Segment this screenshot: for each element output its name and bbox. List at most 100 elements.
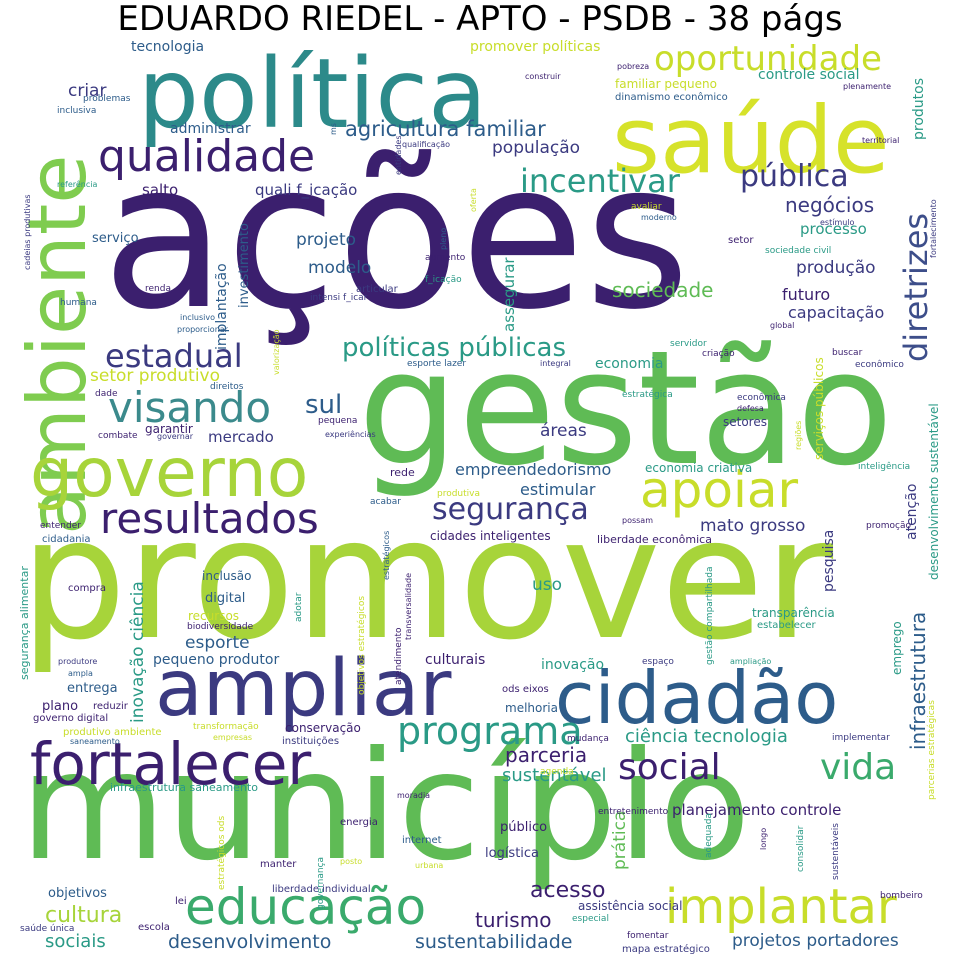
- word-populacao: população: [492, 138, 581, 158]
- word-negocios: negócios: [785, 193, 875, 217]
- word-publica: pública: [740, 159, 849, 194]
- word-parceria: parceria: [505, 743, 588, 767]
- word-pequena: pequena: [318, 416, 358, 426]
- word-seguranca: segurança: [432, 492, 589, 527]
- word-apoiar: apoiar: [640, 461, 799, 519]
- word-plano: plano: [42, 699, 79, 714]
- word-visando: visando: [108, 383, 272, 432]
- word-assegurar: assegurar: [500, 257, 518, 332]
- word-inovacao-ciencia: inovação ciência: [128, 581, 148, 723]
- word-ciencia-tecnologia: ciência tecnologia: [625, 726, 788, 747]
- word-esporte: esporte: [185, 633, 250, 653]
- word-articular: articular: [356, 284, 398, 295]
- word-melhoria: melhoria: [505, 701, 558, 715]
- word-pequeno-produtor: pequeno produtor: [153, 652, 280, 668]
- word-acesso: acesso: [530, 878, 606, 903]
- word-setor: setor: [728, 235, 754, 246]
- word-cadeias-produtivas: cadeias produtivas: [23, 194, 32, 270]
- word-governanca: governança: [316, 856, 326, 910]
- word-estimular: estimular: [520, 480, 596, 499]
- word-quali-ficacao: quali f_icação: [255, 181, 358, 199]
- word-ampla: ampla: [68, 669, 93, 678]
- word-investimento: investimento: [237, 223, 252, 308]
- word-servico: serviço: [92, 231, 139, 246]
- word-intensi-ficar: intensi f_icar: [310, 293, 368, 303]
- word-sociedade: sociedade: [612, 278, 714, 302]
- word-transparencia: transparência: [752, 606, 835, 620]
- word-produtiva: produtiva: [437, 489, 481, 499]
- word-acoes: ações: [102, 118, 690, 354]
- word-sustentaveis: sustentáveis: [831, 823, 841, 880]
- word-seguranca-alimentar: segurança alimentar: [18, 566, 31, 680]
- word-uso: uso: [532, 575, 563, 595]
- word-experiencias: experiências: [325, 430, 376, 439]
- word-governo-digital: governo digital: [33, 713, 109, 724]
- word-economico: econômico: [855, 360, 904, 370]
- word-parcerias-estrategicas: parcerias estratégicas: [927, 700, 937, 800]
- word-promocao: promoção: [866, 521, 911, 531]
- word-projetos-portadores: projetos portadores: [732, 931, 899, 951]
- word-publico: público: [500, 820, 548, 835]
- word-turismo: turismo: [475, 908, 552, 932]
- word-politicas-publicas: políticas públicas: [342, 333, 567, 363]
- word-desenvolvimento: desenvolvimento: [168, 931, 332, 953]
- word-servicos-publicos: serviços públicos: [812, 357, 826, 460]
- word-conservacao: conservação: [285, 721, 361, 735]
- word-problemas: problemas: [83, 94, 131, 104]
- word-territorial: territorial: [862, 136, 900, 145]
- word-referencia: referência: [57, 180, 98, 189]
- word-dade: dade: [95, 389, 118, 399]
- word-pesquisa: pesquisa: [821, 529, 837, 592]
- word-mercado: mercado: [208, 428, 274, 446]
- word-cidadania: cidadania: [42, 534, 91, 545]
- word-capacitacao: capacitação: [788, 303, 885, 322]
- word-bombeiro: bombeiro: [880, 891, 923, 901]
- word-qualificacao: qualificação: [402, 140, 451, 149]
- word-entretenimento: entretenimento: [598, 807, 669, 817]
- word-sustentavel: sustentável: [502, 765, 607, 786]
- word-produtore: produtore: [58, 657, 98, 666]
- word-reduzir: reduzir: [93, 701, 128, 712]
- word-infraestrutura-saneamento: infraestrutura saneamento: [110, 781, 258, 794]
- word-cloud: ações promover município gestão política…: [0, 40, 960, 960]
- word-posto: posto: [340, 857, 363, 866]
- word-educacao: educação: [185, 878, 427, 936]
- word-logistica: logística: [485, 846, 540, 861]
- word-qualidade: qualidade: [98, 131, 316, 182]
- word-estimulo: estímulo: [820, 218, 855, 227]
- word-salto: salto: [142, 181, 179, 199]
- word-tecnologia: tecnologia: [131, 40, 205, 55]
- word-humana: humana: [60, 298, 97, 308]
- word-cidadao: cidadão: [555, 656, 839, 740]
- word-direitos: direitos: [210, 382, 244, 392]
- word-escola: escola: [138, 922, 170, 933]
- word-pobreza: pobreza: [617, 62, 650, 71]
- page-title: EDUARDO RIEDEL - APTO - PSDB - 38 págs: [117, 0, 843, 39]
- word-possam: possam: [622, 516, 654, 525]
- word-regioes: regiões: [794, 420, 803, 450]
- word-entender: entender: [40, 521, 81, 531]
- word-economia: economia: [595, 356, 664, 372]
- word-inclusivo: inclusivo: [180, 313, 216, 322]
- word-construir: construir: [525, 72, 561, 81]
- word-manter: manter: [260, 859, 297, 870]
- word-rede: rede: [390, 466, 415, 479]
- word-dinamismo-economico: dinamismo econômico: [615, 92, 728, 103]
- word-adequada: adequada: [704, 813, 714, 858]
- word-mato-grosso: mato grosso: [700, 516, 806, 536]
- word-implementar: implementar: [832, 733, 890, 743]
- word-inteligencia: inteligência: [858, 462, 911, 472]
- word-municipio: município: [20, 720, 751, 894]
- word-areas: áreas: [540, 421, 587, 441]
- word-economia-criativa: economia criativa: [645, 461, 753, 475]
- word-entidades: entidades: [394, 135, 403, 176]
- word-inclusiva: inclusiva: [57, 106, 97, 116]
- word-acabar: acabar: [370, 497, 401, 507]
- word-plenamente: plenamente: [843, 82, 892, 91]
- word-governar: governar: [157, 432, 194, 441]
- word-planejamento-controle: planejamento controle: [672, 801, 842, 819]
- word-agricultura-familiar: agricultura familiar: [345, 117, 546, 141]
- word-fomentar: fomentar: [627, 931, 669, 941]
- word-transversalidade: transversalidade: [404, 572, 413, 640]
- word-assistencia-social: assistência social: [578, 899, 683, 913]
